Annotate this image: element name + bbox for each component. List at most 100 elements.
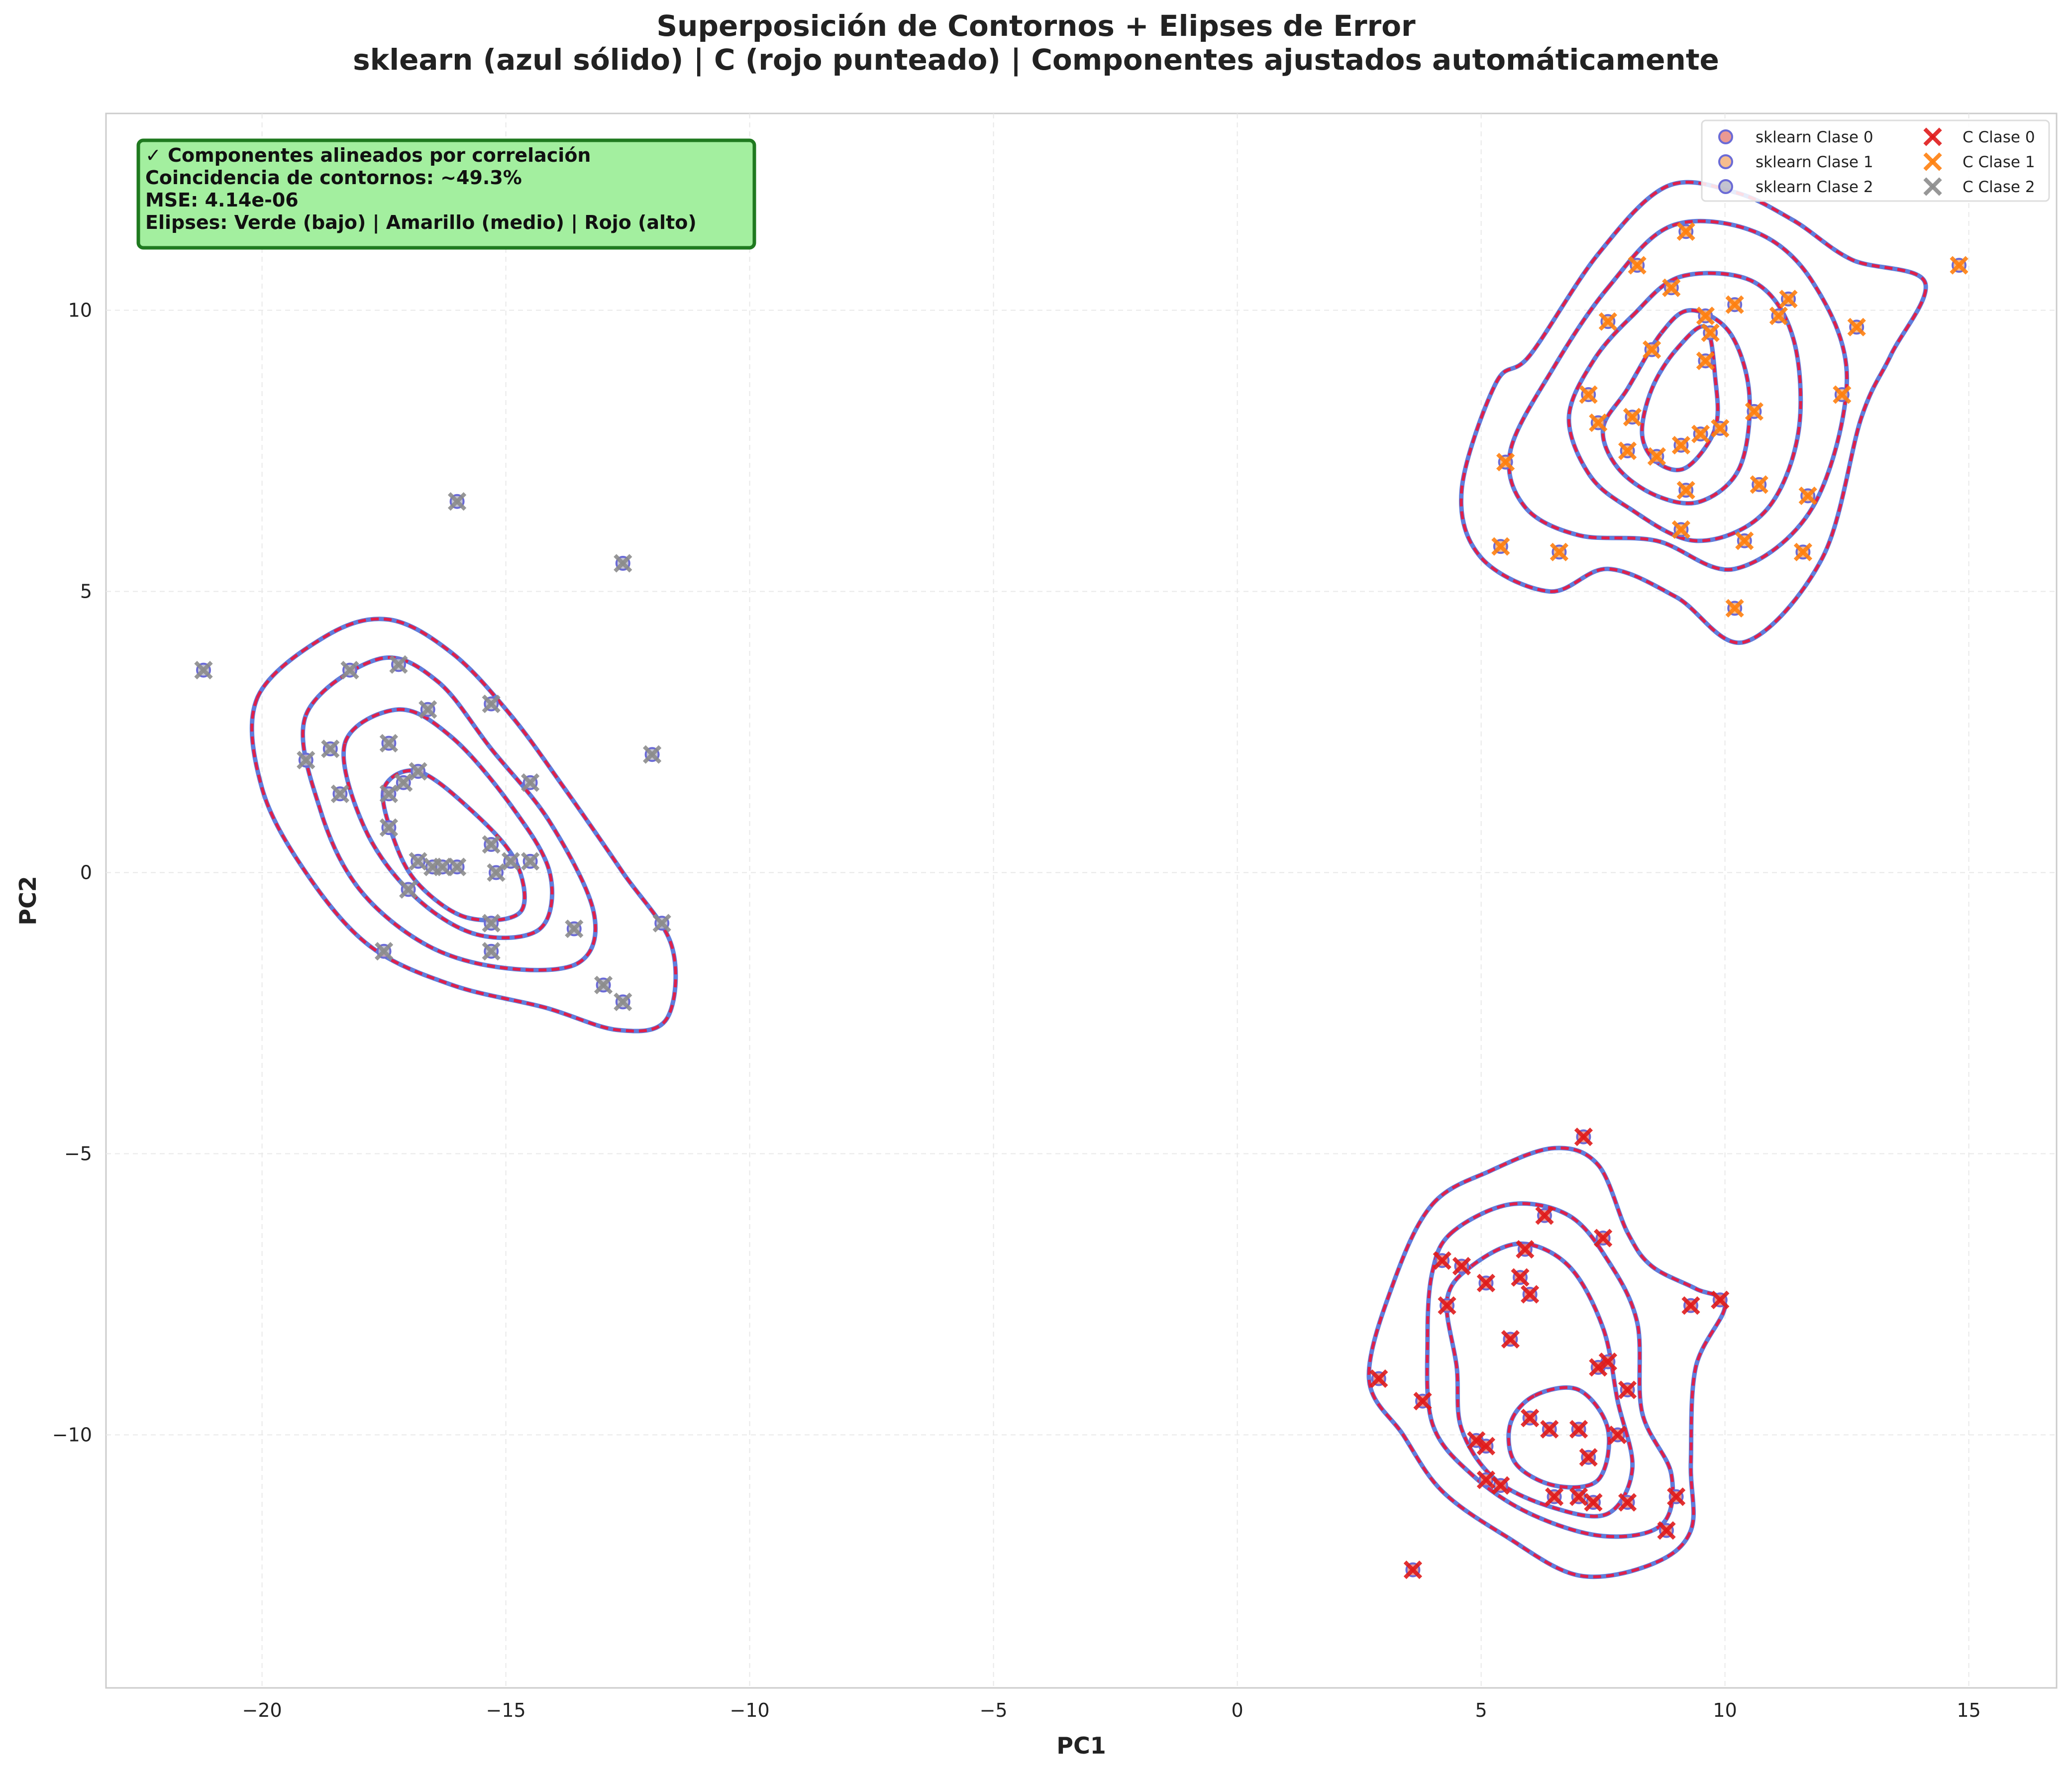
legend-marker-circle [1718, 154, 1733, 169]
legend-frame [1701, 119, 2050, 202]
c-point [1608, 1425, 1627, 1445]
info-line-ellipses: Elipses: Verde (bajo) | Amarillo (medio)… [145, 211, 697, 234]
c-point [1520, 1285, 1540, 1304]
c-point [297, 750, 315, 770]
legend-marker-x [1923, 177, 1942, 196]
c-point [433, 857, 452, 876]
c-point [482, 914, 501, 933]
c-point [340, 661, 359, 680]
c-point [482, 942, 501, 961]
legend-label: sklearn Clase 0 [1756, 128, 1873, 146]
c-point [1491, 1476, 1510, 1495]
plot-area [105, 112, 2058, 1689]
c-point [520, 852, 540, 871]
c-point [409, 852, 427, 871]
c-point [482, 694, 501, 714]
legend-label: C Clase 2 [1963, 178, 2035, 196]
legend-marker-x [1923, 152, 1942, 171]
legend: sklearn Clase 0 sklearn Clase 1 sklearn Cl… [1701, 119, 2050, 202]
c-point [1735, 531, 1754, 550]
c-point [379, 784, 399, 803]
x-tick-label: −5 [980, 1699, 1008, 1721]
y-axis-label: PC2 [14, 876, 41, 925]
c-point [1598, 1352, 1618, 1371]
c-contour-line [1445, 1242, 1634, 1518]
c-point [642, 745, 662, 764]
c-point [330, 784, 350, 803]
density-contours [249, 180, 1928, 1579]
c-point [1491, 537, 1510, 556]
c-point [1647, 447, 1666, 466]
c-point [1618, 441, 1637, 460]
y-tick-label: 5 [80, 581, 92, 603]
c-point [1745, 402, 1764, 421]
c-point [409, 762, 427, 781]
c-point [389, 655, 408, 674]
c-contour-line [1367, 1146, 1727, 1578]
c-point [1657, 1521, 1676, 1540]
x-tick-label: −15 [486, 1699, 525, 1721]
chart-title: Superposición de Contornos + Elipses de … [656, 9, 1416, 43]
c-point [614, 992, 632, 1012]
c-point [1550, 542, 1569, 562]
c-point [1833, 385, 1852, 404]
c-point [1711, 419, 1730, 438]
c-point [379, 733, 399, 753]
info-box-background [136, 138, 756, 250]
legend-items: sklearn Clase 0 sklearn Clase 1 sklearn Cl… [1718, 127, 2035, 196]
c-point [1516, 1240, 1535, 1259]
c-point [1701, 323, 1720, 342]
c-point [1623, 408, 1642, 426]
c-point [394, 773, 413, 792]
c-point [418, 700, 437, 719]
c-point [1691, 424, 1710, 443]
c-point [1950, 256, 1968, 275]
c-point [1671, 520, 1691, 539]
legend-marker-x [1923, 127, 1942, 146]
c-point [501, 852, 520, 871]
c-point [1589, 1358, 1608, 1377]
c-point [565, 919, 584, 938]
c-point [1593, 1229, 1613, 1248]
x-tick-label: 5 [1475, 1699, 1487, 1721]
c-point [1725, 295, 1744, 314]
c-contour-line [1459, 181, 1928, 644]
c-point [614, 554, 632, 573]
c-point [1779, 290, 1798, 309]
c-point [1696, 307, 1715, 325]
x-tick-label: −10 [729, 1699, 769, 1721]
c-point [1574, 1127, 1593, 1147]
info-box: ✓ Componentes alineados por correlación … [136, 138, 756, 250]
x-tick-label: −20 [242, 1699, 282, 1721]
c-point [1579, 385, 1598, 404]
c-point [1618, 1380, 1637, 1399]
x-tick-label: 0 [1232, 1699, 1243, 1721]
c-point [1676, 481, 1695, 500]
c-point [1598, 312, 1618, 331]
c-point [1696, 351, 1715, 370]
c-point [1545, 1487, 1564, 1506]
c-point [1403, 1561, 1423, 1579]
c-point [399, 880, 418, 899]
c-point [1579, 1448, 1598, 1467]
c-point [194, 661, 213, 680]
x-axis-label: PC1 [1056, 1732, 1106, 1759]
c-point [482, 835, 501, 854]
c-point [374, 942, 394, 961]
c-point [1589, 413, 1608, 432]
c-point [1476, 1437, 1496, 1456]
c-point [1511, 1268, 1530, 1287]
c-point [1676, 222, 1695, 241]
info-line-mse: MSE: 4.14e-06 [145, 189, 299, 211]
c-point [1666, 1487, 1686, 1506]
c-point [1711, 1290, 1730, 1309]
legend-marker-circle [1718, 129, 1733, 144]
legend-marker-circle [1718, 179, 1733, 194]
c-contour-line [342, 708, 554, 939]
c-point [1438, 1296, 1456, 1315]
legend-label: C Clase 1 [1963, 153, 2035, 171]
x-tick-label: 15 [1957, 1699, 1980, 1721]
c-point [1584, 1493, 1603, 1512]
info-line-match: Coincidencia de contornos: ~49.3% [145, 167, 522, 189]
